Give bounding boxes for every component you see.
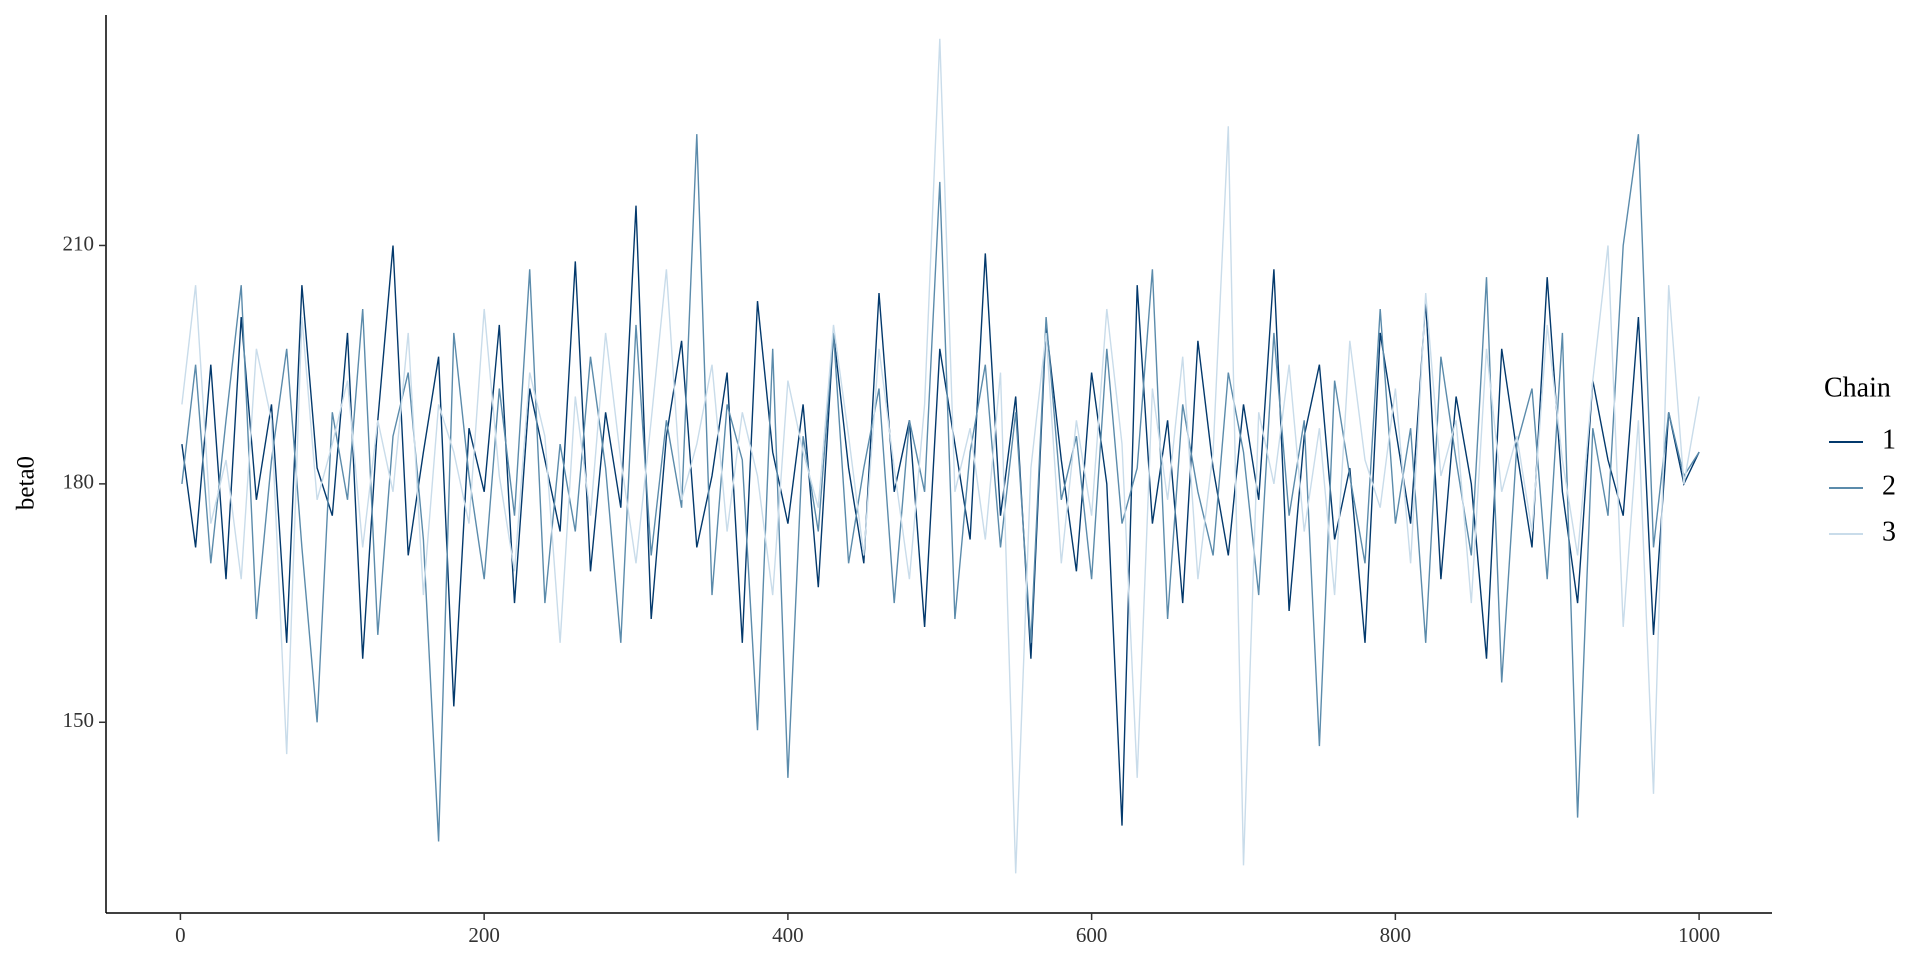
y-axis-label: beta0 bbox=[13, 456, 40, 510]
x-tick-label: 200 bbox=[468, 923, 500, 947]
chain-line bbox=[181, 38, 1700, 874]
chain-line bbox=[181, 205, 1700, 826]
y-tick-label: 180 bbox=[63, 470, 95, 494]
legend-label: 1 bbox=[1882, 424, 1896, 455]
y-tick-label: 210 bbox=[63, 231, 95, 255]
legend-title: Chain bbox=[1824, 372, 1891, 403]
x-tick-label: 600 bbox=[1076, 923, 1108, 947]
legend-label: 2 bbox=[1882, 470, 1896, 501]
legend-label: 3 bbox=[1882, 516, 1896, 547]
x-tick-label: 0 bbox=[175, 923, 186, 947]
chain-line bbox=[181, 134, 1700, 842]
y-tick-label: 150 bbox=[63, 708, 95, 732]
x-tick-label: 400 bbox=[772, 923, 804, 947]
x-tick-label: 800 bbox=[1380, 923, 1412, 947]
x-tick-label: 1000 bbox=[1678, 923, 1720, 947]
